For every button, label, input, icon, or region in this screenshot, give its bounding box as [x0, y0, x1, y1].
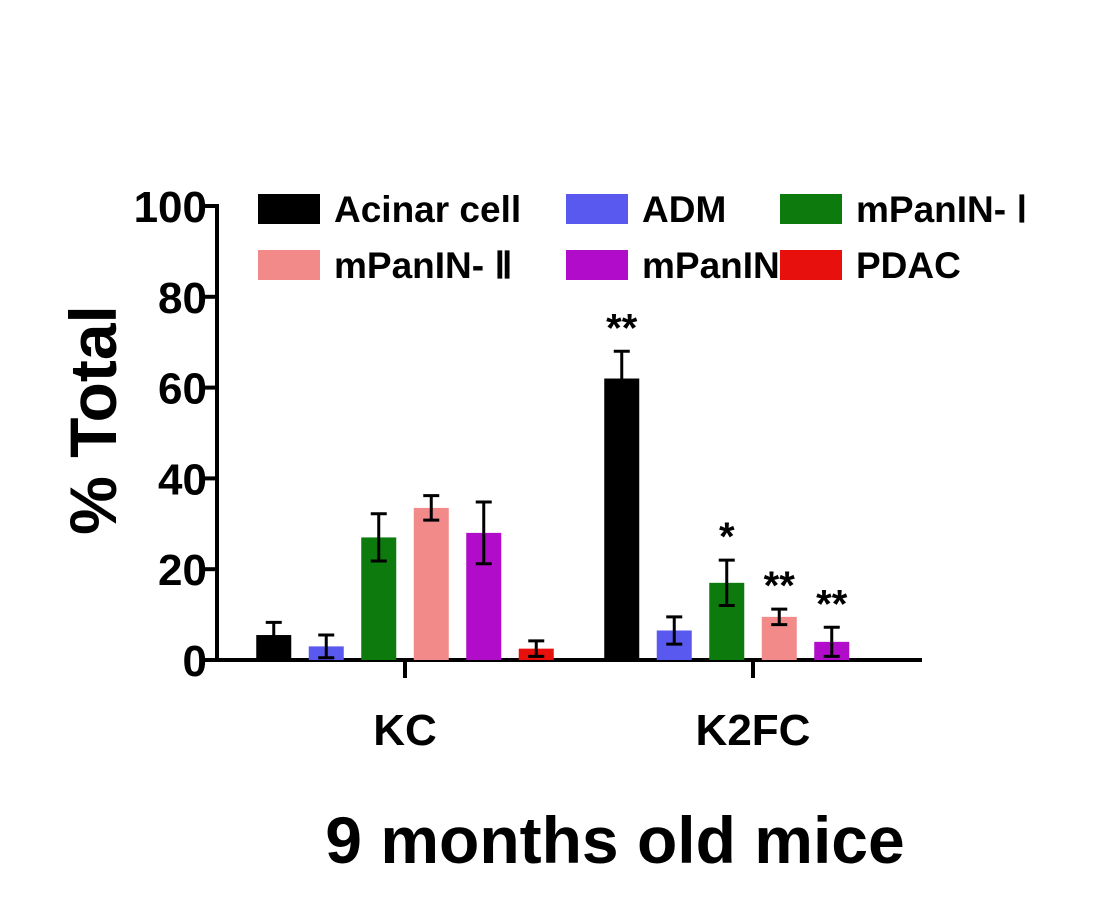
y-tick-label: 0: [183, 637, 207, 686]
error-bar: [318, 633, 335, 660]
legend-label: Acinar cell: [334, 189, 521, 230]
error-bar: [370, 512, 387, 563]
y-tick-label: 60: [158, 365, 207, 414]
legend-item: PDAC: [780, 245, 961, 286]
error-bar: [475, 500, 492, 566]
legend-label: mPanIN- Ⅰ: [856, 189, 1027, 230]
legend-label: PDAC: [856, 245, 961, 286]
significance-marker: **: [606, 306, 638, 350]
legend-swatch: [258, 250, 320, 280]
legend-item: Acinar cell: [258, 189, 521, 230]
legend-swatch: [780, 250, 842, 280]
significance-marker: **: [764, 564, 796, 608]
y-axis-label: % Total: [56, 305, 130, 535]
significance-marker: **: [816, 582, 848, 626]
error-bar: [528, 639, 545, 658]
y-tick-label: 100: [134, 183, 207, 232]
error-bar: [718, 558, 735, 608]
error-bar: [613, 349, 630, 408]
x-axis: KC K2FC: [217, 658, 922, 755]
bar: [413, 507, 449, 660]
legend-swatch: [258, 194, 320, 224]
bar: [604, 378, 640, 660]
error-bar: [666, 615, 683, 646]
legend-label: ADM: [642, 189, 726, 230]
legend-item: mPanIN- Ⅱ: [258, 245, 513, 286]
y-tick-label: 40: [158, 455, 207, 504]
x-tick-label: K2FC: [696, 706, 811, 755]
y-tick-label: 80: [158, 274, 207, 323]
legend-label: mPanIN- Ⅱ: [334, 245, 513, 286]
error-bar: [265, 620, 282, 650]
error-bar: [771, 607, 788, 627]
significance-marker: *: [719, 515, 735, 559]
legend-swatch: [780, 194, 842, 224]
legend-item: mPanIN- Ⅰ: [780, 189, 1027, 230]
legend-swatch: [566, 194, 628, 224]
bars: ***** **: [256, 306, 850, 660]
x-axis-label: 9 months old mice: [325, 803, 904, 877]
error-bar: [423, 494, 440, 522]
legend-item: ADM: [566, 189, 726, 230]
x-tick-label: KC: [373, 706, 437, 755]
y-axis: 0 20 40 60 80 100: [134, 183, 219, 686]
y-tick-label: 20: [158, 546, 207, 595]
error-bar: [823, 625, 840, 658]
legend-swatch: [566, 250, 628, 280]
